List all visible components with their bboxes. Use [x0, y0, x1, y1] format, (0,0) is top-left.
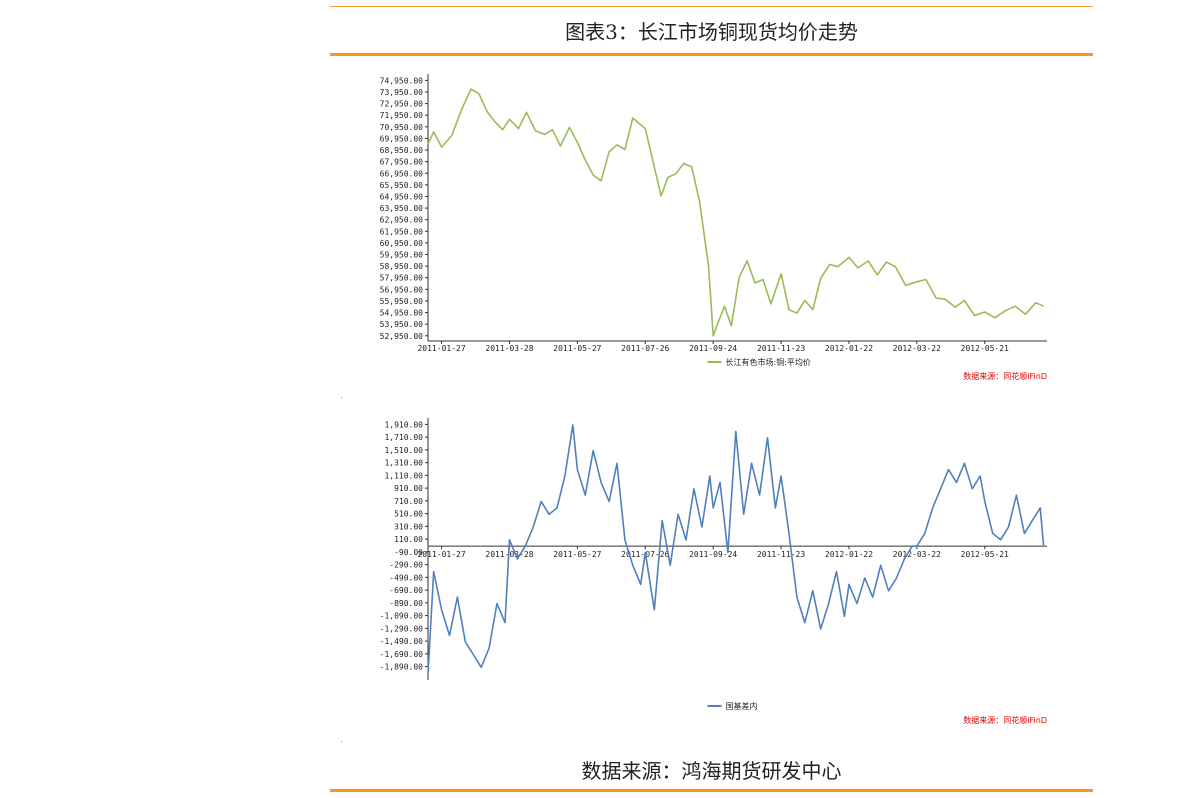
- y-tick-label: 65,950.00: [380, 181, 424, 190]
- series-line: [427, 88, 1044, 337]
- y-tick-label: 52,950.00: [380, 332, 424, 341]
- basis-chart: 1,910.00 1,710.00 1,510.00 1,310.00 1,110.00…: [370, 412, 1060, 732]
- y-tick-label: 56,950.00: [380, 285, 424, 294]
- y-tick-label: 1,710.00: [384, 433, 423, 442]
- x-tick-label: 2012-03-22: [893, 344, 941, 353]
- separator-dot: [341, 397, 342, 398]
- x-tick-label: 2011-01-27: [417, 344, 465, 353]
- y-tick-label: 1,110.00: [384, 471, 423, 480]
- basis-chart-svg: 1,910.00 1,710.00 1,510.00 1,310.00 1,110.00…: [380, 418, 1047, 725]
- y-tick-label: -1,890.00: [380, 663, 424, 672]
- y-tick-label: 72,950.00: [380, 100, 424, 109]
- copper-price-chart: 74,950.00 73,950.00 72,950.00 71,950.00 70,9…: [370, 68, 1060, 388]
- series-line: [427, 424, 1045, 674]
- x-tick-label: 2011-05-27: [553, 550, 601, 559]
- separator-dot-2: [341, 741, 342, 742]
- page-footer: 数据来源：鸿海期货研发中心: [581, 759, 842, 783]
- x-tick-label: 2011-07-26: [621, 344, 669, 353]
- y-tick-label: -90.00: [394, 548, 423, 557]
- y-tick-label: 67,950.00: [380, 158, 424, 167]
- footer-underline: [330, 789, 1093, 792]
- title-underline: [330, 53, 1093, 56]
- x-tick-label: 2012-01-22: [825, 344, 873, 353]
- x-tick-label: 2011-09-24: [689, 344, 737, 353]
- y-tick-label: 59,950.00: [380, 251, 424, 260]
- x-tick-label: 2011-11-23: [757, 344, 805, 353]
- y-tick-label: 71,950.00: [380, 111, 424, 120]
- y-tick-label: 64,950.00: [380, 192, 424, 201]
- x-tick-label: 2012-03-22: [893, 550, 941, 559]
- top-rule: [330, 6, 1093, 7]
- y-tick-label: 62,950.00: [380, 216, 424, 225]
- y-tick-label: 58,950.00: [380, 262, 424, 271]
- x-tick-label: 2011-05-27: [553, 344, 601, 353]
- y-tick-label: 70,950.00: [380, 123, 424, 132]
- x-tick-label: 2011-01-27: [417, 550, 465, 559]
- y-tick-label: 1,910.00: [384, 420, 423, 429]
- y-tick-label: 310.00: [394, 522, 423, 531]
- data-source-label: 数据来源：同花顺iFinD: [963, 371, 1047, 381]
- y-tick-label: 74,950.00: [380, 76, 424, 85]
- y-tick-label: 63,950.00: [380, 204, 424, 213]
- y-tick-label: -490.00: [389, 573, 423, 582]
- y-tick-label: 61,950.00: [380, 227, 424, 236]
- legend-label: 长江有色市场:铜:平均价: [726, 357, 811, 367]
- x-tick-label: 2012-01-22: [825, 550, 873, 559]
- y-tick-label: 69,950.00: [380, 134, 424, 143]
- y-tick-label: 110.00: [394, 535, 423, 544]
- y-tick-label: 910.00: [394, 484, 423, 493]
- y-tick-label: 55,950.00: [380, 297, 424, 306]
- y-tick-label: 1,510.00: [384, 446, 423, 455]
- y-tick-label: 54,950.00: [380, 309, 424, 318]
- legend-label: 国基差内: [726, 701, 758, 711]
- y-tick-label: 60,950.00: [380, 239, 424, 248]
- data-source-label: 数据来源：同花顺iFinD: [963, 715, 1047, 725]
- y-tick-label: 57,950.00: [380, 274, 424, 283]
- y-tick-label: -290.00: [389, 561, 423, 570]
- y-tick-label: -1,090.00: [380, 612, 424, 621]
- x-tick-label: 2011-03-28: [485, 550, 533, 559]
- x-tick-label: 2012-05-21: [961, 344, 1009, 353]
- copper-price-chart-svg: 74,950.00 73,950.00 72,950.00 71,950.00 70,9…: [380, 74, 1047, 381]
- y-tick-label: 73,950.00: [380, 88, 424, 97]
- y-tick-label: -1,490.00: [380, 637, 424, 646]
- x-tick-label: 2011-03-28: [485, 344, 533, 353]
- x-tick-label: 2011-11-23: [757, 550, 805, 559]
- y-tick-label: -1,690.00: [380, 650, 424, 659]
- y-tick-label: 68,950.00: [380, 146, 424, 155]
- x-tick-label: 2012-05-21: [961, 550, 1009, 559]
- y-tick-label: 66,950.00: [380, 169, 424, 178]
- y-tick-label: -1,290.00: [380, 624, 424, 633]
- page-title: 图表3：长江市场铜现货均价走势: [565, 20, 858, 44]
- y-tick-label: 710.00: [394, 497, 423, 506]
- y-tick-label: -890.00: [389, 599, 423, 608]
- y-tick-label: 53,950.00: [380, 320, 424, 329]
- y-tick-label: -690.00: [389, 586, 423, 595]
- y-tick-label: 510.00: [394, 510, 423, 519]
- y-tick-label: 1,310.00: [384, 459, 423, 468]
- x-tick-label: 2011-09-24: [689, 550, 737, 559]
